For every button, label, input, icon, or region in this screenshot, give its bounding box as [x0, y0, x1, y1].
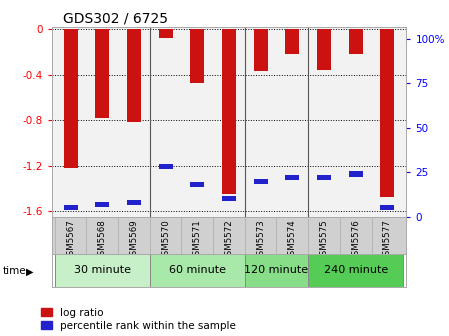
Bar [127, 29, 141, 122]
Text: ▶: ▶ [26, 266, 34, 277]
Text: GSM5573: GSM5573 [256, 220, 265, 261]
Text: GSM5571: GSM5571 [193, 220, 202, 261]
Bar [63, 205, 78, 210]
Bar [150, 254, 245, 287]
Bar [317, 29, 331, 70]
Bar [285, 29, 299, 54]
Bar [254, 29, 268, 71]
Bar [308, 254, 403, 287]
Bar [317, 175, 331, 180]
Bar [63, 29, 78, 168]
Text: GSM5569: GSM5569 [129, 220, 138, 261]
Text: GSM5567: GSM5567 [66, 220, 75, 261]
Bar [222, 29, 236, 194]
Bar [380, 29, 395, 197]
Legend: log ratio, percentile rank within the sample: log ratio, percentile rank within the sa… [41, 308, 236, 331]
Text: 120 minute: 120 minute [244, 265, 308, 276]
Text: GSM5577: GSM5577 [383, 220, 392, 261]
Bar [95, 29, 110, 118]
Bar [190, 29, 204, 83]
Bar [285, 175, 299, 180]
Bar [95, 202, 110, 207]
Bar [158, 164, 173, 169]
Text: GSM5572: GSM5572 [224, 220, 233, 261]
Text: GSM5576: GSM5576 [351, 220, 360, 261]
Bar [127, 200, 141, 205]
Text: GSM5570: GSM5570 [161, 220, 170, 261]
Bar [245, 254, 308, 287]
Bar [254, 178, 268, 184]
Bar [55, 254, 150, 287]
Text: GSM5568: GSM5568 [98, 220, 107, 261]
Text: 30 minute: 30 minute [74, 265, 131, 276]
Bar [348, 29, 363, 54]
Text: GDS302 / 6725: GDS302 / 6725 [63, 12, 168, 26]
Bar [190, 182, 204, 187]
Text: GSM5574: GSM5574 [288, 220, 297, 261]
Bar [380, 205, 395, 210]
Bar [348, 171, 363, 176]
Text: GSM5575: GSM5575 [320, 220, 329, 261]
Bar [158, 29, 173, 38]
Text: 240 minute: 240 minute [324, 265, 388, 276]
Text: 60 minute: 60 minute [169, 265, 226, 276]
Bar [222, 196, 236, 202]
Text: time: time [2, 266, 26, 277]
